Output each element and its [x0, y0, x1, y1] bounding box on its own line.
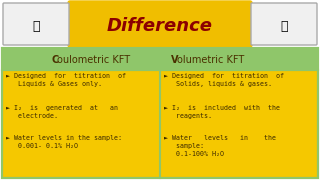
Text: 🔬: 🔬	[280, 19, 288, 33]
Bar	[2, 48, 318, 70]
Text: Difference: Difference	[107, 17, 213, 35]
Text: V: V	[171, 55, 179, 65]
Text: 🧪: 🧪	[32, 19, 40, 33]
Bar	[2, 48, 318, 178]
Text: ► Water   levels   in    the
   sample:
   0.1-100% H₂O: ► Water levels in the sample: 0.1-100% H…	[164, 135, 276, 157]
Text: C: C	[51, 55, 58, 65]
Text: olumetric KFT: olumetric KFT	[177, 55, 244, 65]
Text: ► Designed  for  titration  of
   Liquids & Gases only.: ► Designed for titration of Liquids & Ga…	[6, 73, 126, 87]
FancyBboxPatch shape	[68, 1, 252, 47]
Text: oulometric KFT: oulometric KFT	[57, 55, 130, 65]
FancyBboxPatch shape	[251, 3, 317, 45]
Text: ► Designed  for  titration  of
   Solids, liquids & gases.: ► Designed for titration of Solids, liqu…	[164, 73, 284, 87]
FancyBboxPatch shape	[3, 3, 69, 45]
Text: ► I₂  is  generated  at   an
   electrode.: ► I₂ is generated at an electrode.	[6, 105, 118, 119]
Text: ► I₂  is  included  with  the
   reagents.: ► I₂ is included with the reagents.	[164, 105, 280, 119]
Text: ► Water levels in the sample:
   0.001- 0.1% H₂O: ► Water levels in the sample: 0.001- 0.1…	[6, 135, 122, 149]
Bar	[2, 70, 318, 178]
